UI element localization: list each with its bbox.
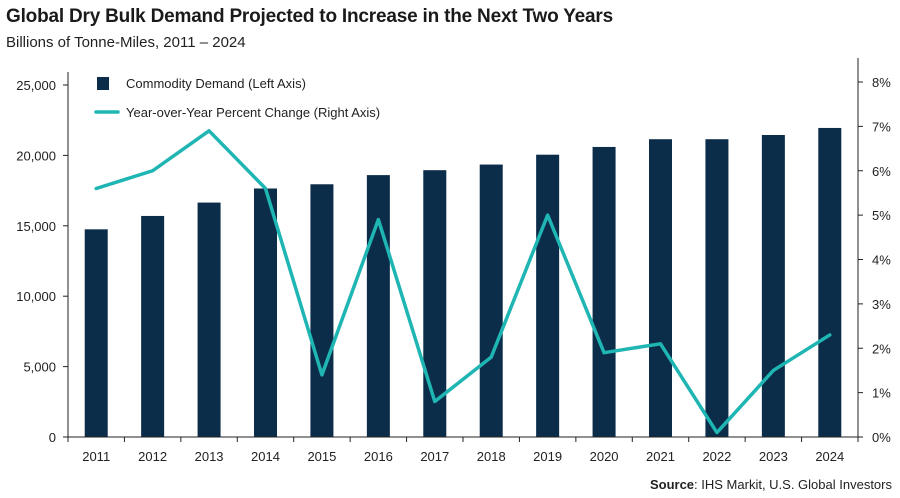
bar-2019 <box>536 154 560 438</box>
right-tick-label: 4% <box>872 253 891 268</box>
source-label: Source <box>649 477 695 492</box>
right-tick-label: 5% <box>872 208 891 223</box>
x-tick-label: 2017 <box>420 449 449 464</box>
x-tick-label: 2015 <box>307 449 336 464</box>
right-tick-label: 2% <box>872 341 891 356</box>
x-tick-label: 2022 <box>702 449 731 464</box>
x-tick-label: 2014 <box>251 449 280 464</box>
left-tick-label: 15,000 <box>16 219 56 234</box>
right-tick-label: 1% <box>872 386 891 401</box>
bar-2023 <box>761 134 785 437</box>
left-tick-label: 20,000 <box>16 148 56 163</box>
legend-line-label: Year-over-Year Percent Change (Right Axi… <box>126 105 380 120</box>
chart-title: Global Dry Bulk Demand Projected to Incr… <box>6 6 613 27</box>
right-tick-label: 6% <box>872 164 891 179</box>
source-text: : IHS Markit, U.S. Global Investors <box>694 477 892 492</box>
bar-2022 <box>705 139 729 437</box>
bar-2013 <box>197 202 221 437</box>
x-tick-label: 2011 <box>82 449 110 464</box>
bar-2011 <box>84 229 108 437</box>
legend-bar-swatch <box>97 77 109 90</box>
left-tick-label: 25,000 <box>16 78 56 93</box>
x-tick-label: 2021 <box>646 449 675 464</box>
bar-2020 <box>592 146 616 437</box>
x-tick-label: 2019 <box>533 449 562 464</box>
bar-2018 <box>479 164 503 437</box>
bar-2017 <box>423 170 447 437</box>
x-tick-label: 2016 <box>364 449 393 464</box>
left-tick-label: 10,000 <box>16 289 56 304</box>
yoy-change-line <box>94 129 832 435</box>
legend-bar-label: Commodity Demand (Left Axis) <box>126 76 306 91</box>
x-tick-label: 2012 <box>138 449 167 464</box>
x-tick-label: 2024 <box>815 449 844 464</box>
left-tick-label: 5,000 <box>23 360 56 375</box>
x-tick-label: 2020 <box>590 449 619 464</box>
x-tick-label: 2018 <box>477 449 506 464</box>
bar-2024 <box>818 127 842 437</box>
bar-2012 <box>141 215 165 437</box>
bar-2016 <box>366 175 390 437</box>
x-tick-label: 2023 <box>759 449 788 464</box>
source-note: Source: IHS Markit, U.S. Global Investor… <box>650 477 892 492</box>
right-tick-label: 3% <box>872 297 891 312</box>
bar-2014 <box>254 188 277 437</box>
bar-2021 <box>649 139 672 437</box>
right-tick-label: 8% <box>872 75 891 90</box>
right-tick-label: 7% <box>872 119 891 134</box>
chart-subtitle: Billions of Tonne-Miles, 2011 – 2024 <box>6 34 246 51</box>
x-tick-label: 2013 <box>195 449 224 464</box>
left-tick-label: 0 <box>49 430 56 445</box>
right-tick-label: 0% <box>872 430 891 445</box>
bar-2015 <box>310 184 334 437</box>
